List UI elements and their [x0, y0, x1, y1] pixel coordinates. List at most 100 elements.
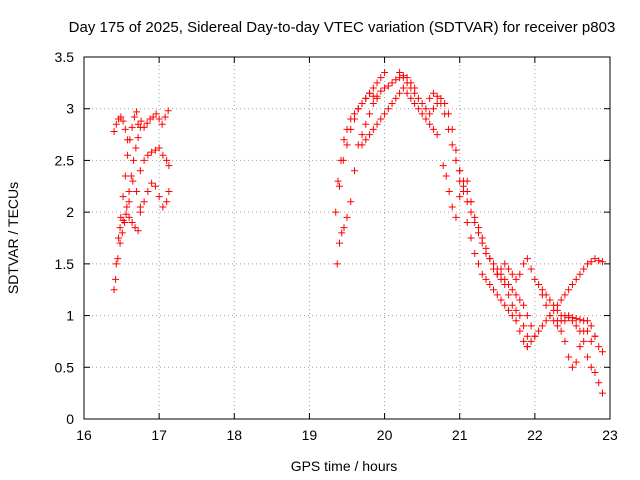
- data-point: [478, 239, 486, 247]
- data-point: [523, 332, 531, 340]
- data-point: [572, 358, 580, 366]
- series-track-11: [334, 89, 381, 185]
- data-point: [527, 265, 535, 273]
- data-point: [112, 260, 120, 268]
- series-track-5: [134, 107, 172, 131]
- data-point: [158, 120, 166, 128]
- data-point: [125, 198, 133, 206]
- data-point: [381, 69, 389, 77]
- data-point: [121, 172, 129, 180]
- series-track-16: [456, 177, 539, 340]
- y-tick-label: 3: [66, 101, 74, 117]
- data-point: [598, 348, 606, 356]
- data-point: [347, 115, 355, 123]
- data-point: [598, 258, 606, 266]
- y-tick-label: 1.5: [55, 256, 75, 272]
- data-point: [493, 270, 501, 278]
- data-point: [572, 275, 580, 283]
- tick-labels: 16 17 18 19 20 21 22 23 0 0.5 1 1.5 2 2.5 3 3.5: [55, 49, 618, 443]
- data-point: [121, 125, 129, 133]
- data-point: [163, 156, 171, 164]
- series-track-3: [110, 113, 132, 144]
- series-track-13: [396, 69, 464, 175]
- data-point: [134, 134, 142, 142]
- x-tick-label: 17: [151, 427, 167, 443]
- y-axis-title: SDTVAR / TECUs: [5, 182, 21, 294]
- x-tick-label: 18: [226, 427, 242, 443]
- data-point: [411, 89, 419, 97]
- data-point: [456, 167, 464, 175]
- data-point: [497, 296, 505, 304]
- data-point: [445, 187, 453, 195]
- data-point: [130, 113, 138, 121]
- data-point: [580, 317, 588, 325]
- data-point: [490, 286, 498, 294]
- data-point: [373, 120, 381, 128]
- data-point: [520, 260, 528, 268]
- data-point: [144, 187, 152, 195]
- data-point: [459, 187, 467, 195]
- data-point: [429, 105, 437, 113]
- data-point: [448, 203, 456, 211]
- plot-frame: [83, 56, 611, 420]
- data-point: [452, 156, 460, 164]
- data-point: [335, 239, 343, 247]
- data-point: [463, 218, 471, 226]
- x-tick-label: 21: [452, 427, 468, 443]
- data-point: [366, 131, 374, 139]
- data-point: [132, 144, 140, 152]
- data-point: [165, 187, 173, 195]
- data-point: [362, 136, 370, 144]
- data-point: [136, 203, 144, 211]
- data-point: [384, 105, 392, 113]
- data-point: [429, 89, 437, 97]
- data-point: [358, 131, 366, 139]
- data-point: [377, 115, 385, 123]
- data-point: [403, 79, 411, 87]
- data-point: [471, 250, 479, 258]
- data-point: [112, 120, 120, 128]
- data-point: [531, 332, 539, 340]
- data-point: [512, 275, 520, 283]
- y-tick-label: 1: [66, 308, 74, 324]
- data-point: [396, 69, 404, 77]
- data-point: [388, 100, 396, 108]
- data-point: [561, 337, 569, 345]
- data-point: [384, 82, 392, 90]
- data-point: [333, 260, 341, 268]
- data-point: [442, 172, 450, 180]
- data-point: [501, 301, 509, 309]
- data-point: [152, 110, 160, 118]
- data-point: [110, 127, 118, 135]
- data-point: [439, 162, 447, 170]
- series-track-1: [110, 108, 141, 294]
- data-point: [118, 229, 126, 237]
- data-point: [373, 94, 381, 102]
- data-point: [505, 265, 513, 273]
- data-point: [520, 322, 528, 330]
- data-point: [448, 141, 456, 149]
- series-track-12: [358, 84, 441, 149]
- data-point: [151, 146, 159, 154]
- data-point: [497, 265, 505, 273]
- data-point: [140, 123, 148, 131]
- data-point: [587, 258, 595, 266]
- data-point: [366, 89, 374, 97]
- data-point: [125, 213, 133, 221]
- data-point: [399, 74, 407, 82]
- data-point: [358, 141, 366, 149]
- data-point: [512, 291, 520, 299]
- data-point: [587, 363, 595, 371]
- data-point: [531, 275, 539, 283]
- data-point: [155, 115, 163, 123]
- x-tick-label: 23: [602, 427, 618, 443]
- data-point: [161, 113, 169, 121]
- data-point: [441, 110, 449, 118]
- data-point: [140, 156, 148, 164]
- data-point: [546, 296, 554, 304]
- data-point: [505, 306, 513, 314]
- data-point: [351, 167, 359, 175]
- series-track-6: [136, 144, 173, 175]
- data-point: [128, 123, 136, 131]
- data-point: [568, 281, 576, 289]
